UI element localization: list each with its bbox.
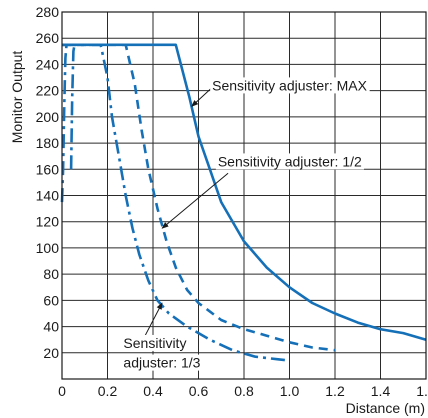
y-tick-label: 200 [36, 109, 60, 125]
x-tick-label: 1.6 [416, 383, 428, 399]
annotation-label-background [215, 153, 365, 170]
y-tick-label: 220 [36, 83, 60, 99]
x-tick-label: 1.2 [325, 383, 345, 399]
annotation-label: Sensitivity [123, 335, 186, 351]
x-tick-label: 1.4 [371, 383, 391, 399]
annotation-label-background [210, 77, 370, 94]
annotation-label-background [121, 334, 189, 351]
annotation-arrow [161, 172, 229, 229]
y-tick-label: 280 [36, 4, 60, 20]
x-axis-title: Distance (m) [346, 400, 425, 416]
x-tick-label: 0 [58, 383, 66, 399]
frame-layer [61, 11, 427, 380]
annotation-layer: Sensitivity adjuster: MAX Sensitivity adj… [121, 77, 370, 371]
grid-layer [62, 12, 426, 379]
near-field-line [60, 44, 68, 203]
annotation-label: adjuster: 1/3 [123, 355, 200, 371]
y-tick-label: 100 [36, 240, 60, 256]
x-tick-label: 0.2 [98, 383, 118, 399]
tick-layer: 0 0.2 0.4 0.6 0.8 1.0 1.2 1.4 1.6 20 40 60 80 100 120 1… [36, 4, 428, 399]
y-tick-label: 240 [36, 56, 60, 72]
annotation-label: Sensitivity adjuster: MAX [212, 77, 367, 93]
y-tick-label: 160 [36, 161, 60, 177]
y-tick-label: 60 [43, 292, 59, 308]
y-tick-label: 20 [43, 345, 59, 361]
y-tick-label: 120 [36, 214, 60, 230]
x-tick-label: 0.8 [234, 383, 254, 399]
annotation-label-background [121, 354, 203, 371]
series-half-line [62, 43, 336, 352]
series-max-line [62, 43, 427, 341]
x-tick-label: 1.0 [280, 383, 300, 399]
y-tick-label: 40 [43, 319, 59, 335]
y-tick-label: 180 [36, 135, 60, 151]
y-tick-label: 80 [43, 266, 59, 282]
annotation-label: Sensitivity adjuster: 1/2 [218, 153, 362, 169]
series-third-line [62, 43, 290, 362]
y-tick-label: 140 [36, 188, 60, 204]
series-layer [60, 43, 427, 362]
x-tick-label: 0.4 [143, 383, 163, 399]
y-tick-label: 260 [36, 30, 60, 46]
x-tick-label: 0.6 [189, 383, 209, 399]
y-axis-title: Monitor Output [9, 51, 25, 144]
near-field-line [69, 44, 76, 170]
plot-frame [61, 11, 427, 380]
